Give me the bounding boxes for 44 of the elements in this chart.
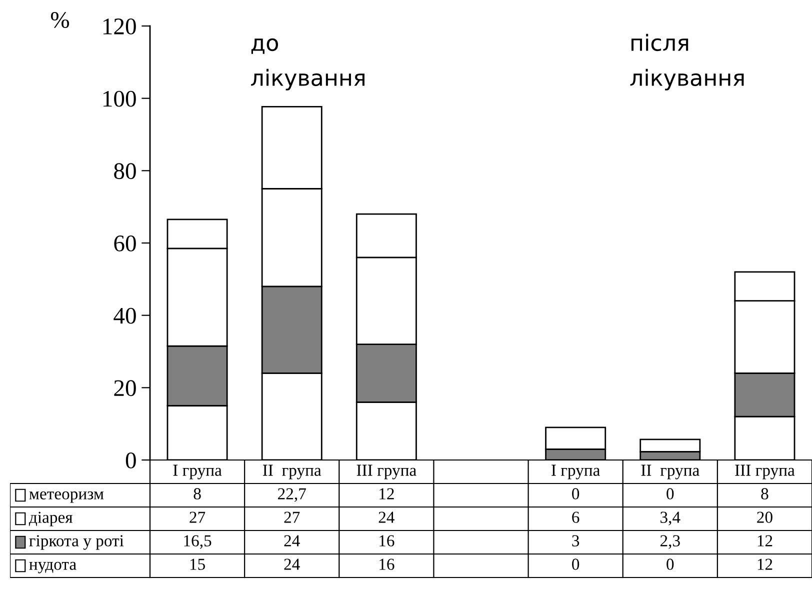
annotation: до лікування xyxy=(251,38,364,90)
x-tick-label: III група xyxy=(735,464,795,480)
data-label: 12 xyxy=(380,488,394,500)
data-label: 16 xyxy=(380,535,394,546)
data-label: 24 xyxy=(284,535,300,546)
data-label: 27 xyxy=(284,512,300,523)
data-label: 2,3 xyxy=(660,535,680,549)
data-label: 24 xyxy=(378,512,394,523)
data-label: 0 xyxy=(572,558,580,570)
x-tick-label: II група xyxy=(262,464,322,480)
data-label: 22,7 xyxy=(278,488,306,502)
legend-label: метеоризм xyxy=(29,491,104,503)
data-label: 3 xyxy=(572,535,580,546)
data-label: 12 xyxy=(758,558,772,570)
y-axis-title: % xyxy=(50,12,70,28)
legend-label: нудота xyxy=(29,562,76,574)
y-tick-label: 80 xyxy=(114,163,136,180)
y-tick-label: 20 xyxy=(114,380,136,396)
legend-label: гіркота у роті xyxy=(29,535,124,550)
x-tick-label: II група xyxy=(641,464,700,480)
data-label: 12 xyxy=(758,535,772,546)
y-tick-label: 100 xyxy=(103,90,136,107)
y-tick-label: 120 xyxy=(103,18,136,34)
data-label: 0 xyxy=(572,488,580,500)
data-label: 6 xyxy=(572,512,580,523)
y-tick-label: 60 xyxy=(114,235,136,252)
data-label: 16,5 xyxy=(184,535,212,549)
data-label: 16 xyxy=(380,558,394,570)
data-label: 8 xyxy=(194,488,201,500)
data-label: 24 xyxy=(284,558,300,570)
data-label: 27 xyxy=(190,512,206,523)
data-label: 15 xyxy=(190,558,205,570)
y-tick-label: 40 xyxy=(114,308,136,324)
x-tick-label: I група xyxy=(552,464,600,480)
data-label: 20 xyxy=(757,512,772,523)
x-tick-label: I група xyxy=(173,464,222,480)
data-label: 0 xyxy=(666,488,674,500)
data-label: 0 xyxy=(666,558,674,570)
x-tick-label: III група xyxy=(356,464,416,480)
annotation: після лікування xyxy=(630,34,744,90)
y-tick-label: 0 xyxy=(126,452,136,468)
data-label: 8 xyxy=(761,488,768,500)
data-label: 3,4 xyxy=(660,512,680,526)
legend-label: діарея xyxy=(28,512,73,526)
